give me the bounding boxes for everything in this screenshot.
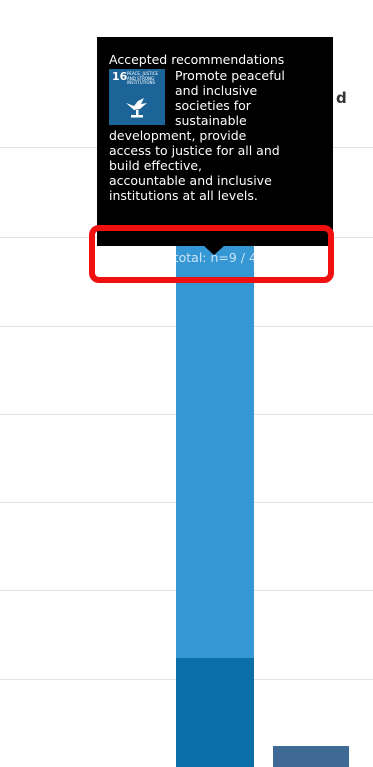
sdg-goal-title: PEACE, JUSTICE AND STRONG INSTITUTIONS — [127, 71, 159, 86]
tooltip-goal-text-rest: development, provide access to justice f… — [109, 128, 280, 203]
bar-segment-next[interactable] — [273, 746, 349, 767]
tooltip-goal-row: 16 PEACE, JUSTICE AND STRONG INSTITUTION… — [109, 68, 321, 128]
tooltip-goal-text-start: Promote peaceful and inclusive societies… — [175, 68, 285, 128]
bar-segment-accepted[interactable] — [176, 245, 254, 658]
chart-tooltip: Accepted recommendations 16 PEACE, JUSTI… — [97, 37, 333, 246]
tooltip-stat: 22.9% of total: n=9 / 41 — [114, 250, 265, 265]
tooltip-pointer — [203, 245, 225, 255]
tooltip-heading: Accepted recommendations — [109, 52, 285, 67]
sdg-goal-number: 16 — [112, 70, 128, 83]
highlight-annotation-box — [89, 225, 334, 283]
dove-gavel-icon — [126, 98, 147, 118]
legend-label-partial: d — [336, 89, 347, 107]
sdg-16-peace-justice-institutions-icon: 16 PEACE, JUSTICE AND STRONG INSTITUTION… — [109, 69, 165, 125]
bar-segment-accepted-dark[interactable] — [176, 658, 254, 767]
